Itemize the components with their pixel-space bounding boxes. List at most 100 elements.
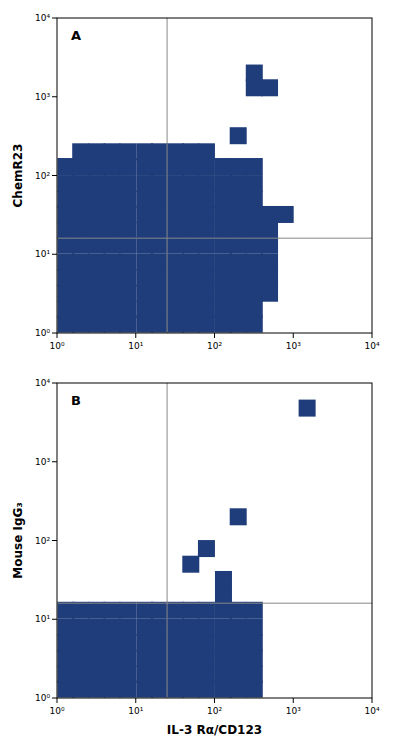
density-cell — [167, 666, 184, 683]
density-cell — [151, 175, 168, 192]
density-cell — [182, 254, 199, 271]
density-cell — [72, 143, 89, 160]
density-cell — [230, 158, 247, 175]
density-cell — [246, 254, 263, 271]
density-cell — [246, 269, 263, 286]
y-tick — [52, 96, 57, 97]
y-tick — [52, 383, 57, 384]
y-tick — [52, 619, 57, 620]
density-cell — [167, 175, 184, 192]
density-cell — [104, 143, 121, 160]
density-cell — [246, 79, 263, 96]
density-cell — [136, 222, 153, 239]
x-tick-label: 10¹ — [128, 706, 143, 716]
density-cell — [119, 158, 136, 175]
x-tick-label: 10⁰ — [49, 706, 64, 716]
density-cell — [230, 206, 247, 223]
density-cell — [72, 175, 89, 192]
density-cell — [104, 158, 121, 175]
density-cell — [230, 222, 247, 239]
density-cell — [215, 301, 232, 318]
density-cell — [167, 602, 184, 619]
density-cell — [182, 666, 199, 683]
x-tick-label: 10¹ — [128, 341, 143, 351]
density-cell — [88, 619, 105, 636]
density-cell — [230, 602, 247, 619]
density-cell — [88, 206, 105, 223]
density-cell — [72, 222, 89, 239]
density-cell — [182, 619, 199, 636]
density-cell — [104, 175, 121, 192]
density-cell — [182, 650, 199, 667]
density-cell — [119, 175, 136, 192]
y-tick-label: 10² — [35, 536, 50, 546]
density-cell — [57, 175, 74, 192]
quadrant-line — [167, 383, 168, 698]
density-cell — [104, 316, 121, 333]
density-cell — [230, 301, 247, 318]
density-cell — [104, 285, 121, 302]
density-cell — [167, 158, 184, 175]
density-cell — [230, 191, 247, 208]
density-cell — [72, 191, 89, 208]
density-cell — [88, 650, 105, 667]
density-cell — [72, 254, 89, 271]
density-cell — [198, 158, 215, 175]
density-cell — [167, 143, 184, 160]
y-axis-label: ChemR23 — [11, 144, 25, 208]
density-cell — [215, 587, 232, 604]
density-cell — [230, 619, 247, 636]
density-cell — [136, 619, 153, 636]
density-cell — [72, 634, 89, 651]
density-cell — [151, 206, 168, 223]
density-cell — [57, 254, 74, 271]
density-cell — [182, 681, 199, 698]
density-cell — [198, 602, 215, 619]
density-cell — [230, 316, 247, 333]
density-cell — [246, 158, 263, 175]
density-cell — [72, 301, 89, 318]
density-cell — [119, 206, 136, 223]
density-cell — [88, 285, 105, 302]
density-cell — [215, 681, 232, 698]
density-cell — [198, 222, 215, 239]
density-cell — [136, 237, 153, 254]
frame — [57, 18, 372, 333]
density-cell — [151, 666, 168, 683]
density-cell — [198, 634, 215, 651]
density-cell — [88, 602, 105, 619]
density-cell — [151, 254, 168, 271]
x-tick — [57, 698, 58, 703]
density-cell — [72, 602, 89, 619]
y-tick — [52, 18, 57, 19]
density-cell — [57, 237, 74, 254]
density-cell — [119, 602, 136, 619]
density-cell — [119, 222, 136, 239]
density-cell — [198, 191, 215, 208]
density-cell — [230, 650, 247, 667]
density-cell — [151, 634, 168, 651]
density-cell — [151, 681, 168, 698]
quadrant-line — [57, 603, 372, 604]
density-cell — [57, 301, 74, 318]
density-cell — [215, 666, 232, 683]
density-cell — [198, 619, 215, 636]
density-cell — [119, 634, 136, 651]
density-cell — [182, 285, 199, 302]
density-cell — [167, 191, 184, 208]
density-cell — [57, 269, 74, 286]
density-cell — [167, 222, 184, 239]
density-cell — [167, 206, 184, 223]
density-cell — [215, 269, 232, 286]
panel-title: B — [71, 393, 81, 408]
density-cell — [215, 158, 232, 175]
density-cell — [198, 316, 215, 333]
density-cell — [57, 602, 74, 619]
density-cell — [119, 285, 136, 302]
density-cell — [246, 316, 263, 333]
quadrant-line — [167, 18, 168, 333]
density-cell — [215, 191, 232, 208]
density-cell — [88, 269, 105, 286]
density-cell — [261, 237, 278, 254]
density-cell — [104, 269, 121, 286]
